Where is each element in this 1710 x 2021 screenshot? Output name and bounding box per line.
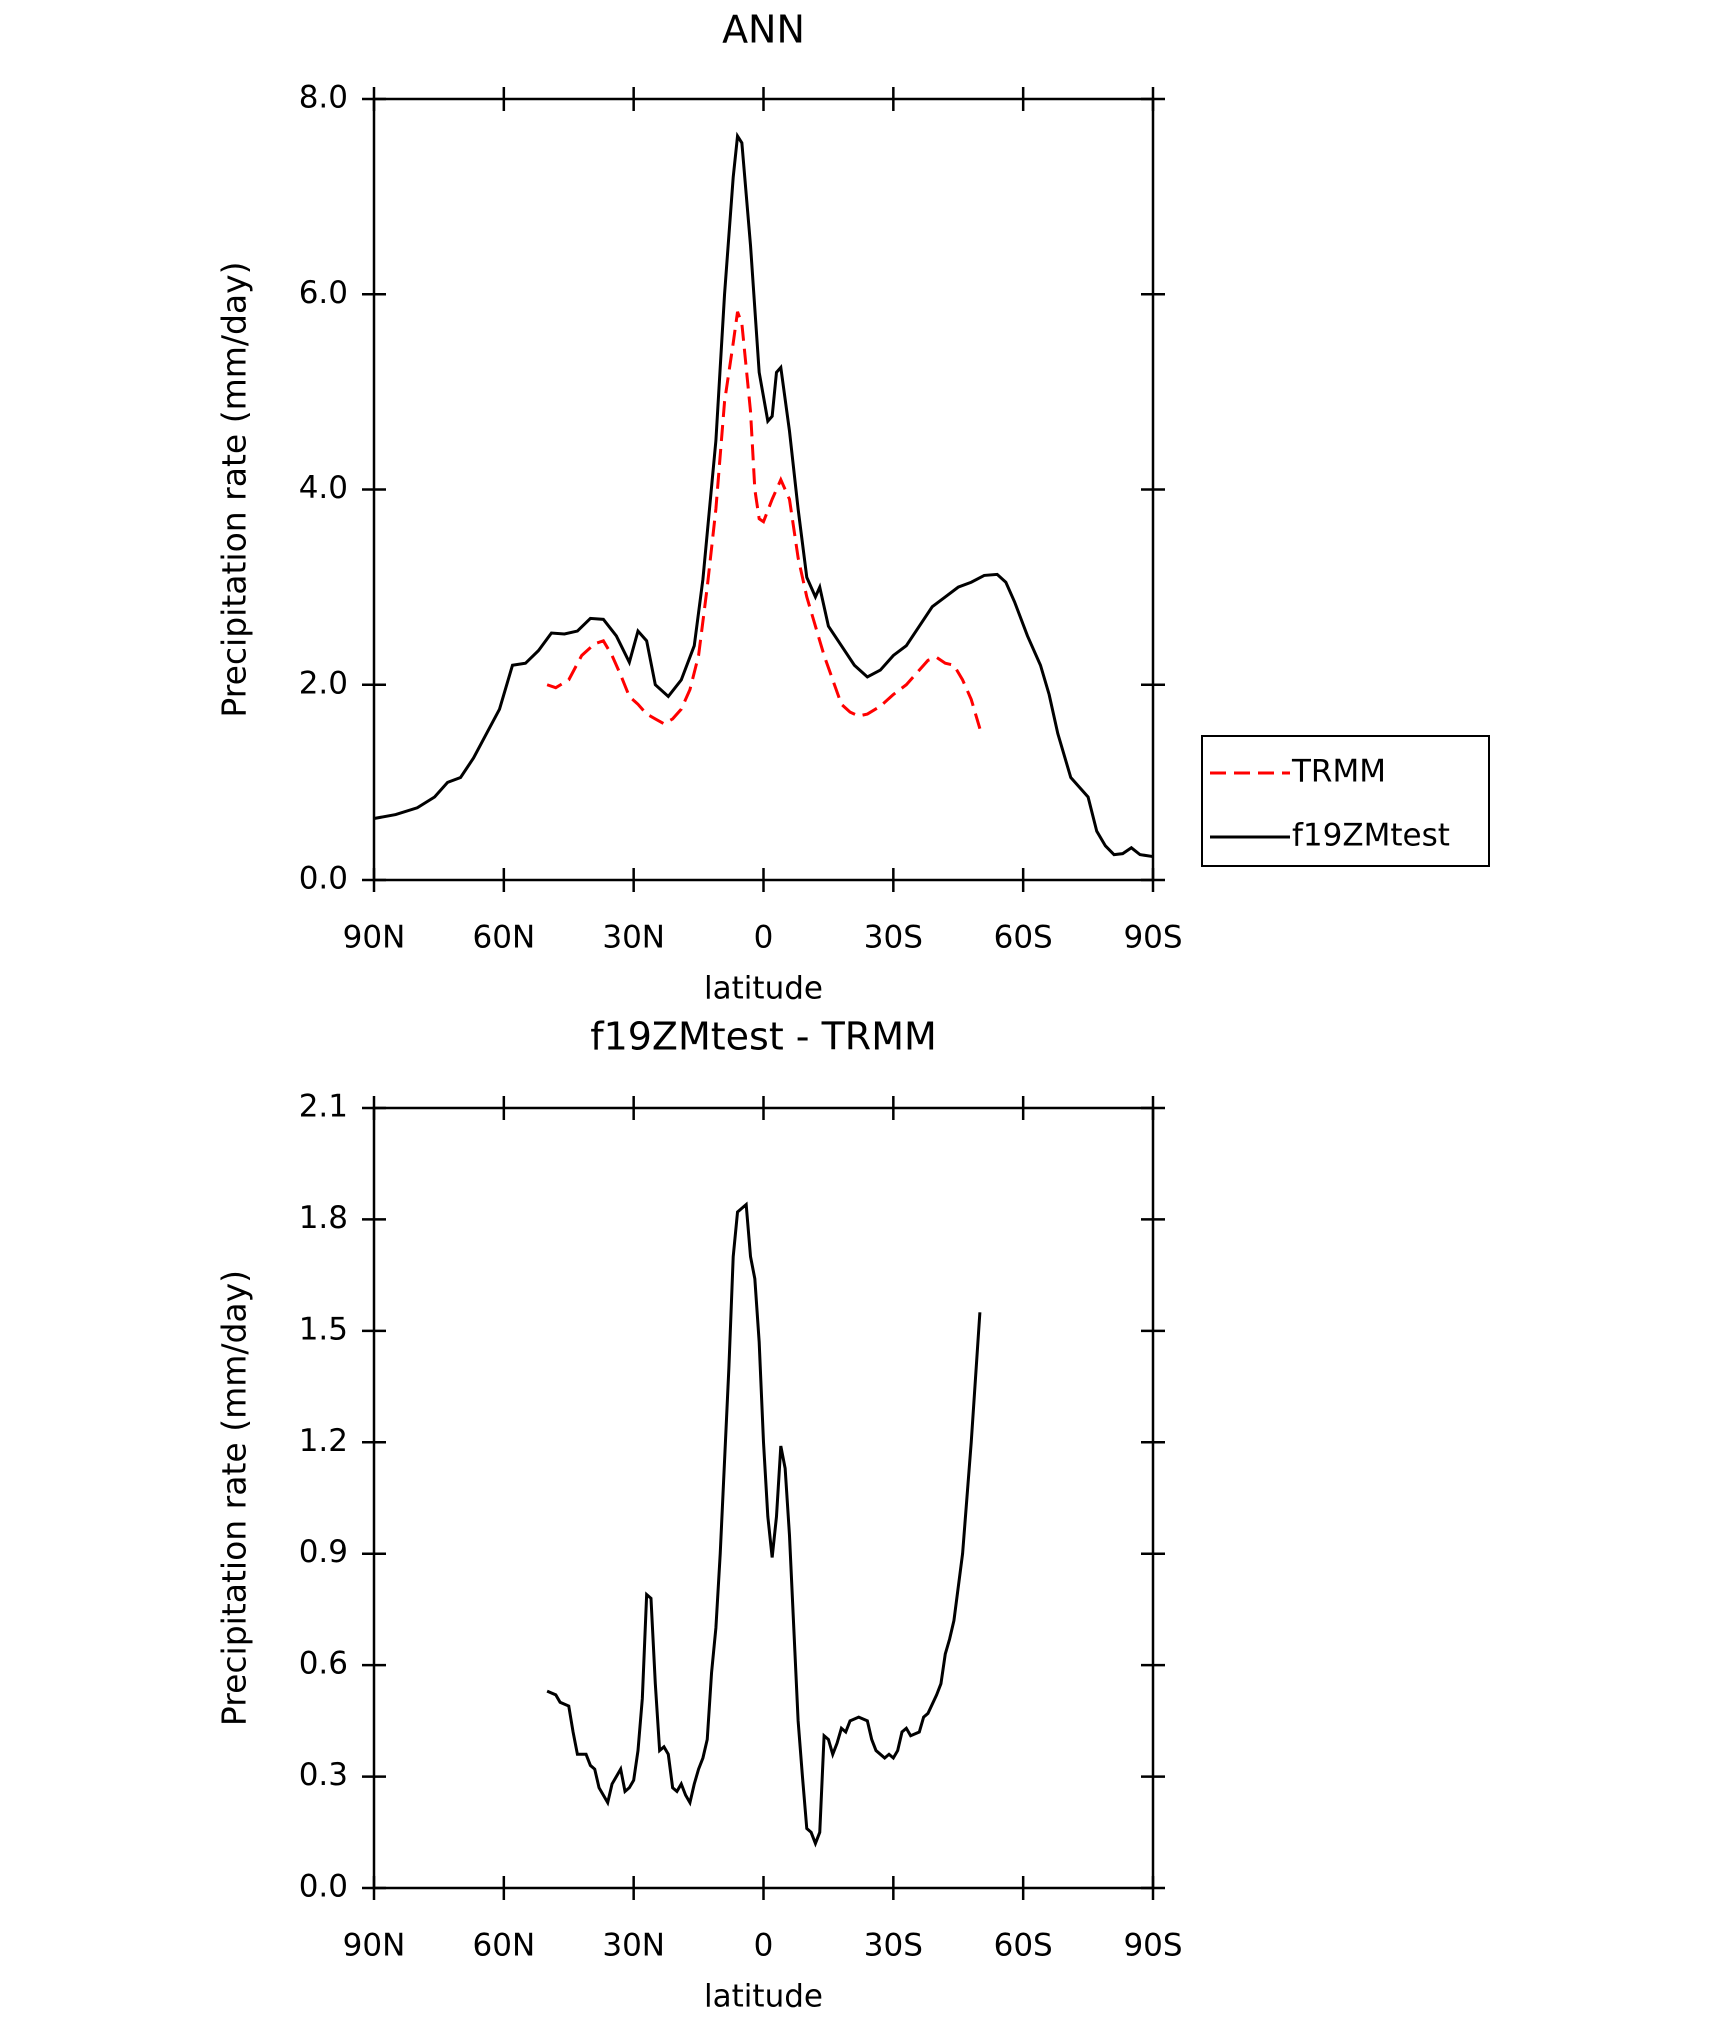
x-tick-label: 0	[754, 920, 774, 956]
x-tick-label: 90N	[343, 920, 406, 956]
y-tick-label: 8.0	[299, 80, 348, 116]
x-tick-label: 90N	[343, 1928, 406, 1964]
x-tick-label: 90S	[1123, 1928, 1182, 1964]
x-tick-label: 60S	[994, 1928, 1053, 1964]
x-tick-label: 30N	[602, 920, 665, 956]
plot-frame	[372, 97, 1155, 882]
chart-title: f19ZMtest - TRMM	[590, 1015, 937, 1059]
legend-label: TRMM	[1291, 754, 1386, 790]
data-line	[373, 131, 1154, 859]
y-tick-label: 2.0	[299, 665, 348, 701]
y-axis-label: Precipitation rate (mm/day)	[215, 1270, 254, 1726]
x-tick-label: 30S	[864, 1928, 923, 1964]
y-axis-label: Precipitation rate (mm/day)	[215, 261, 254, 717]
x-tick-label: 60N	[473, 1928, 536, 1964]
chart-title: ANN	[722, 8, 805, 52]
y-tick-label: 4.0	[299, 470, 348, 506]
y-tick-label: 1.5	[299, 1311, 348, 1347]
x-tick-label: 90S	[1123, 920, 1182, 956]
plot-frame	[372, 1106, 1155, 1890]
x-tick-label: 60S	[994, 920, 1053, 956]
data-line	[546, 311, 982, 730]
x-tick-label: 30S	[864, 920, 923, 956]
y-tick-label: 2.1	[299, 1089, 348, 1125]
y-tick-label: 0.0	[299, 861, 348, 897]
y-tick-label: 0.3	[299, 1757, 348, 1793]
y-tick-label: 0.9	[299, 1534, 348, 1570]
y-tick-label: 1.2	[299, 1423, 348, 1459]
y-tick-label: 1.8	[299, 1200, 348, 1236]
x-axis-label: latitude	[704, 971, 823, 1007]
y-tick-label: 0.6	[299, 1646, 348, 1682]
legend-box	[1201, 735, 1490, 867]
x-axis-label: latitude	[704, 1979, 823, 2015]
data-line	[546, 1201, 982, 1848]
y-tick-label: 6.0	[299, 275, 348, 311]
legend-label: f19ZMtest	[1292, 818, 1450, 854]
y-tick-label: 0.0	[299, 1869, 348, 1905]
x-tick-label: 0	[754, 1928, 774, 1964]
x-tick-label: 30N	[602, 1928, 665, 1964]
x-tick-label: 60N	[473, 920, 536, 956]
